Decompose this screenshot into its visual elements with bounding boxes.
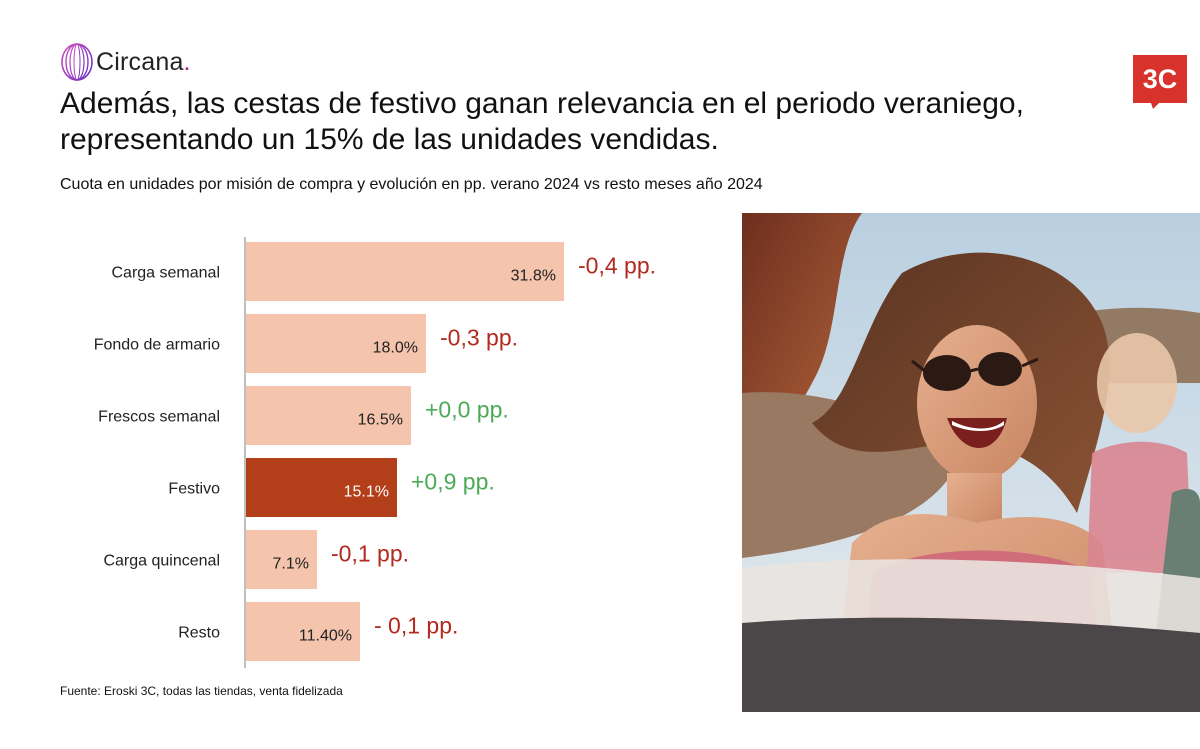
circana-rings-icon — [61, 43, 93, 81]
passenger-top-shape — [1087, 441, 1192, 573]
bar — [246, 242, 564, 301]
circana-wordmark: Circana. — [96, 47, 191, 76]
bar — [246, 458, 397, 517]
category-label: Resto — [178, 625, 220, 642]
category-label: Fondo de armario — [94, 337, 220, 354]
page-title: Además, las cestas de festivo ganan rele… — [60, 87, 1024, 156]
bar — [246, 602, 360, 661]
sunglasses-right-icon — [978, 352, 1022, 386]
bar — [246, 314, 426, 373]
speech-bubble-icon — [1133, 55, 1187, 109]
change-label: -0,4 pp. — [578, 253, 656, 279]
bar — [246, 530, 317, 589]
value-label: 18.0% — [373, 340, 418, 357]
passenger-head-shape — [1097, 333, 1177, 433]
windshield-frame-shape — [742, 559, 1200, 633]
bar — [246, 386, 411, 445]
category-label: Frescos semanal — [98, 409, 220, 426]
value-label: 16.5% — [358, 412, 403, 429]
category-label: Carga quincenal — [103, 553, 220, 570]
face-shape — [917, 325, 1037, 481]
source-footnote: Fuente: Eroski 3C, todas las tiendas, ve… — [60, 684, 343, 698]
category-label: Carga semanal — [112, 265, 221, 282]
bar-chart: Carga semanal 31.8% -0,4 pp. Fondo de armar… — [94, 237, 656, 668]
change-label: -0,1 pp. — [331, 541, 409, 567]
logo-3c-text: 3C — [1143, 64, 1178, 94]
change-label: +0,9 pp. — [411, 469, 495, 495]
value-label: 7.1% — [273, 556, 309, 573]
change-label: +0,0 pp. — [425, 397, 509, 423]
eroski-3c-logo: 3C — [1133, 55, 1187, 109]
change-label: -0,3 pp. — [440, 325, 518, 351]
category-label: Festivo — [168, 481, 220, 498]
change-label: - 0,1 pp. — [374, 613, 458, 639]
value-label: 11.40% — [299, 628, 352, 645]
circana-logo: Circana. — [60, 42, 191, 82]
chart-subtitle: Cuota en unidades por misión de compra y… — [60, 176, 763, 193]
car-body-shape — [742, 617, 1200, 712]
value-label: 15.1% — [344, 484, 389, 501]
summer-photo — [742, 213, 1200, 712]
sunglasses-left-icon — [923, 355, 971, 391]
value-label: 31.8% — [511, 268, 556, 285]
convertible-illustration — [742, 213, 1200, 712]
